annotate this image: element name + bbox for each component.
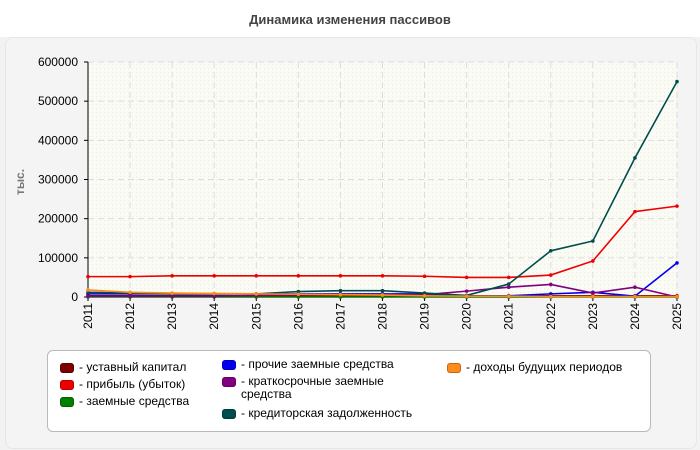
data-point [548, 273, 553, 277]
legend: - уставный капитал - прибыль (убыток) - за… [47, 350, 651, 432]
data-point [128, 294, 132, 299]
data-point [86, 274, 90, 279]
legend-swatch [222, 409, 236, 419]
data-point [86, 288, 90, 292]
y-tick-label: 0 [71, 290, 78, 304]
data-point [254, 292, 259, 296]
y-axis-label: тыс. [13, 169, 27, 195]
legend-swatch [447, 363, 461, 373]
x-tick-label: 2013 [165, 303, 179, 330]
legend-label: - прочие заемные средства [241, 357, 394, 371]
x-tick-label: 2024 [628, 303, 642, 330]
y-tick-label: 500000 [38, 94, 78, 108]
y-tick-label: 200000 [38, 212, 78, 226]
data-point [506, 285, 511, 290]
chart-title: Динамика изменения пассивов [249, 12, 451, 27]
x-tick-label: 2021 [502, 303, 516, 330]
data-point [212, 274, 217, 278]
data-point [591, 239, 595, 243]
legend-swatch [60, 397, 74, 407]
x-tick-label: 2016 [291, 303, 305, 330]
data-point [338, 288, 343, 293]
x-tick-label: 2015 [249, 303, 263, 330]
legend-label: - краткосрочные заемные средства [241, 374, 384, 401]
legend-label: - кредиторская задолженность [241, 406, 413, 420]
data-point [548, 248, 553, 253]
data-point [380, 293, 385, 297]
data-point [464, 294, 469, 299]
x-tick-label: 2014 [207, 303, 221, 330]
x-tick-label: 2020 [460, 303, 474, 330]
data-point [296, 292, 301, 297]
data-point [506, 275, 511, 280]
x-tick-label: 2023 [586, 303, 600, 330]
data-point [591, 259, 595, 263]
data-point [464, 289, 469, 293]
data-point [254, 274, 259, 278]
data-point [591, 294, 595, 299]
x-tick-label: 2019 [418, 303, 432, 330]
y-tick-label: 300000 [38, 173, 78, 187]
data-point [338, 274, 343, 278]
data-point [170, 274, 174, 278]
x-tick-label: 2017 [333, 303, 347, 330]
y-tick-label: 400000 [38, 133, 78, 147]
data-point [212, 291, 217, 296]
x-tick-label: 2025 [670, 303, 684, 330]
data-point [633, 156, 637, 160]
data-point [675, 294, 679, 299]
x-tick-label: 2012 [123, 303, 137, 330]
data-point [548, 282, 553, 287]
legend-label: - уставный капитал [79, 360, 187, 374]
y-tick-label: 100000 [38, 251, 78, 265]
x-tick-label: 2022 [544, 303, 558, 330]
legend-label: - заемные средства [79, 394, 190, 408]
data-point [464, 275, 469, 280]
data-point [675, 261, 679, 265]
legend-swatch [60, 363, 74, 373]
legend-label: - доходы будущих периодов [466, 360, 623, 374]
data-point [675, 79, 679, 84]
data-point [86, 294, 90, 299]
data-point [422, 291, 427, 295]
data-point [548, 294, 553, 299]
x-tick-label: 2011 [81, 303, 95, 329]
data-point [128, 274, 132, 279]
data-point [296, 274, 301, 278]
series-layer [86, 79, 679, 299]
tick-labels: 0 100000 200000 300000 400000 500000 600000 201… [38, 55, 684, 330]
data-point [296, 289, 301, 294]
data-point [380, 274, 385, 278]
data-point [633, 285, 637, 290]
legend-label: - прибыль (убыток) [79, 377, 186, 391]
legend-swatch [60, 380, 74, 390]
data-point [422, 294, 427, 298]
data-point [506, 282, 511, 286]
data-point [633, 209, 637, 214]
data-point [338, 292, 343, 297]
data-point [506, 294, 511, 299]
y-tick-label: 600000 [38, 55, 78, 69]
data-point [591, 291, 595, 295]
data-point [633, 294, 637, 299]
data-point [170, 291, 174, 295]
data-point [422, 274, 427, 279]
data-point [675, 204, 679, 208]
x-tick-label: 2018 [376, 303, 390, 330]
legend-swatch [222, 360, 236, 370]
data-point [380, 288, 385, 293]
legend-swatch [222, 377, 236, 387]
data-point [128, 290, 132, 295]
data-point [548, 292, 553, 296]
